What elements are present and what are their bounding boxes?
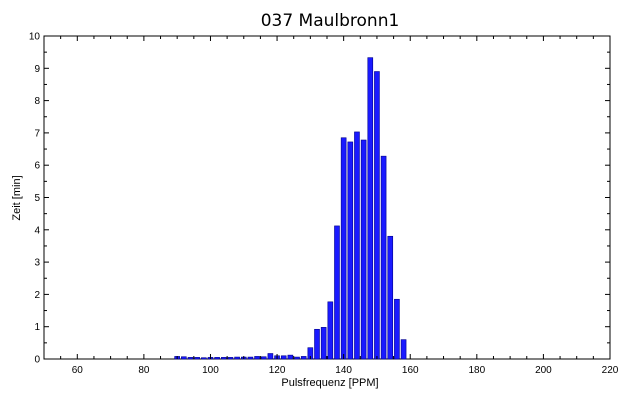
y-tick-label: 2 (34, 290, 40, 301)
bar (354, 131, 360, 360)
y-tick-label: 6 (34, 161, 40, 172)
bar (334, 225, 340, 360)
bar (267, 353, 274, 360)
y-tick-label: 10 (29, 32, 41, 43)
bar (387, 235, 394, 360)
y-tick-label: 1 (34, 322, 40, 333)
x-axis-label: Pulsfrequenz [PPM] (281, 377, 378, 389)
bar (394, 298, 400, 360)
bar (374, 71, 380, 360)
x-tick-label: 220 (602, 365, 619, 376)
bar (320, 327, 327, 360)
bar (234, 356, 240, 360)
y-tick-label: 3 (34, 258, 40, 269)
bar (260, 356, 267, 360)
bar (247, 356, 254, 360)
bar (227, 357, 234, 360)
bar (280, 355, 287, 360)
bar (327, 301, 334, 360)
bar (340, 137, 347, 360)
y-tick-label: 5 (34, 193, 40, 204)
bar (181, 356, 187, 360)
bar (400, 339, 407, 360)
bar (220, 357, 227, 360)
plot-frame (43, 35, 611, 360)
x-tick-label: 140 (335, 365, 352, 376)
bar (360, 139, 367, 360)
bar (187, 357, 194, 360)
y-tick-label: 9 (34, 64, 40, 75)
bar (254, 356, 260, 360)
y-tick-label: 8 (34, 96, 40, 107)
y-tick-label: 7 (34, 128, 40, 139)
plot-area: 60 80 100 120 140 160 180 200 220 0 1 2 3 4 5 6 7 8 9 10 (29, 32, 619, 377)
bar (287, 354, 294, 360)
bar (194, 357, 200, 360)
x-tick-label: 180 (468, 365, 485, 376)
y-tick-label: 4 (34, 225, 40, 236)
chart-title: 037 Maulbronn1 (261, 11, 400, 31)
x-tick-label: 60 (72, 365, 84, 376)
bar (314, 328, 320, 360)
x-tick-label: 160 (402, 365, 419, 376)
bar (380, 155, 387, 360)
bar (214, 357, 220, 360)
bar (294, 356, 300, 360)
y-axis-label: Zeit [min] (11, 175, 23, 220)
x-tick-label: 200 (535, 365, 552, 376)
bar (201, 357, 207, 360)
x-tick-label: 80 (138, 365, 150, 376)
y-tick-label: 0 (34, 355, 40, 366)
bar (347, 141, 354, 360)
x-tick-label: 100 (202, 365, 219, 376)
x-tick-label: 120 (269, 365, 286, 376)
bar (300, 356, 307, 360)
bar (367, 57, 374, 360)
